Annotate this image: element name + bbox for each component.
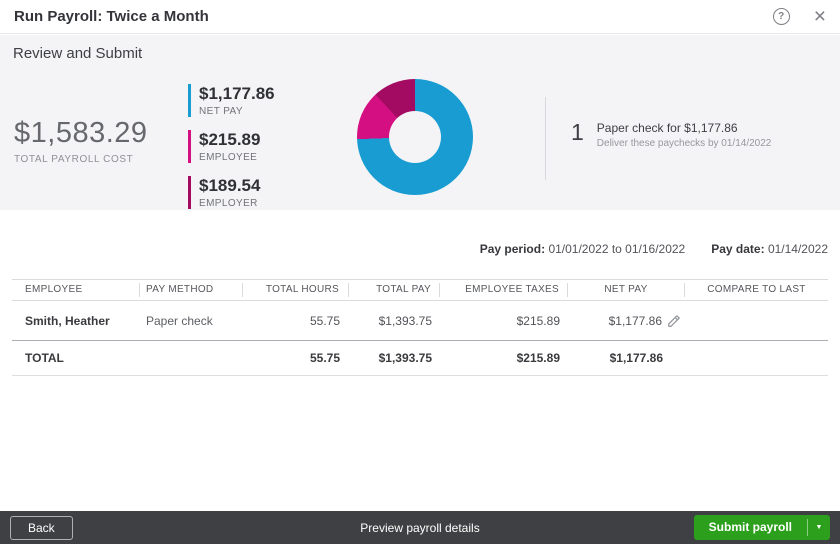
paycheck-summary-text: Paper check for $1,177.86 Deliver these … — [597, 119, 772, 149]
total-pay-value: $1,393.75 — [378, 313, 432, 328]
total-hours-value: 55.75 — [309, 313, 340, 328]
submit-dropdown-arrow-icon[interactable]: ▼ — [815, 524, 823, 531]
net-pay-amount: $1,177.86 — [199, 84, 275, 103]
legend-color-bar: $189.54 EMPLOYER — [188, 176, 275, 209]
employee-taxes-sum: $215.89 — [516, 351, 560, 365]
submit-payroll-button-group: Submit payroll ▼ — [693, 515, 830, 540]
total-hours-sum: 55.75 — [309, 351, 340, 365]
column-header-pay-method: PAY METHOD — [140, 283, 243, 297]
section-heading: Review and Submit — [13, 45, 143, 62]
close-icon[interactable]: × — [813, 5, 826, 28]
column-header-employee-taxes: EMPLOYEE TAXES — [440, 283, 568, 297]
pay-date-value: 01/14/2022 — [767, 242, 828, 256]
donut-hole — [389, 111, 441, 163]
preview-payroll-details-link[interactable]: Preview payroll details — [360, 520, 480, 535]
paycheck-count: 1 — [571, 119, 584, 145]
employer-taxes-amount: $189.54 — [199, 176, 261, 195]
net-pay-value: $1,177.86 — [608, 313, 662, 328]
help-icon[interactable]: ? — [772, 8, 790, 25]
header-actions: ? × — [772, 5, 826, 28]
total-payroll-cost: $1,583.29 TOTAL PAYROLL COST — [14, 117, 148, 165]
total-payroll-cost-amount: $1,583.29 — [14, 117, 148, 149]
review-and-submit-section: Review and Submit $1,583.29 TOTAL PAYROL… — [0, 35, 840, 210]
column-header-total-pay: TOTAL PAY — [349, 283, 440, 297]
legend-color-bar: $1,177.86 NET PAY — [188, 84, 275, 117]
paycheck-summary: 1 Paper check for $1,177.86 Deliver thes… — [571, 119, 771, 149]
payroll-table: EMPLOYEE PAY METHOD TOTAL HOURS TOTAL PA… — [12, 279, 828, 376]
payroll-legend: $1,177.86 NET PAY $215.89 EMPLOYEE $189.… — [188, 84, 275, 222]
payroll-donut-chart — [357, 79, 473, 195]
employee-taxes-label: EMPLOYEE — [199, 152, 258, 163]
net-pay-sum: $1,177.86 — [609, 351, 663, 365]
legend-color-bar: $215.89 EMPLOYEE — [188, 130, 275, 163]
submit-button-divider — [807, 519, 808, 536]
pay-period: Pay period: 01/01/2022 to 01/16/2022 — [480, 242, 686, 256]
submit-payroll-button[interactable]: Submit payroll — [708, 520, 792, 534]
column-header-total-hours: TOTAL HOURS — [243, 283, 349, 297]
pay-period-value: 01/01/2022 to 01/16/2022 — [548, 242, 686, 256]
table-row: Smith, Heather Paper check 55.75 $1,393.… — [12, 301, 828, 341]
paycheck-summary-subtitle: Deliver these paychecks by 01/14/2022 — [596, 138, 772, 149]
pay-date: Pay date: 01/14/2022 — [711, 242, 828, 256]
column-header-employee: EMPLOYEE — [12, 283, 140, 297]
total-row-label: TOTAL — [25, 351, 64, 365]
employee-name: Smith, Heather — [25, 313, 110, 328]
footer-bar: Back Preview payroll details Submit payr… — [0, 511, 840, 544]
employee-taxes-value: $215.89 — [516, 313, 560, 328]
window-header: Run Payroll: Twice a Month ? × — [0, 0, 840, 34]
pay-period-label: Pay period: — [479, 242, 546, 256]
paycheck-summary-title: Paper check for $1,177.86 — [596, 121, 738, 135]
total-payroll-cost-label: TOTAL PAYROLL COST — [14, 154, 134, 165]
pay-info-line: Pay period: 01/01/2022 to 01/16/2022 Pay… — [480, 242, 828, 256]
page-title: Run Payroll: Twice a Month — [14, 8, 209, 25]
pay-method-value: Paper check — [146, 313, 213, 328]
pay-date-label: Pay date: — [711, 242, 765, 256]
employer-taxes-label: EMPLOYER — [199, 198, 258, 209]
net-pay-label: NET PAY — [199, 106, 243, 117]
total-pay-sum: $1,393.75 — [378, 351, 432, 365]
employee-taxes-amount: $215.89 — [199, 130, 261, 149]
vertical-divider — [545, 97, 546, 180]
table-total-row: TOTAL 55.75 $1,393.75 $215.89 $1,177.86 — [12, 341, 828, 376]
back-button[interactable]: Back — [10, 515, 73, 540]
edit-paycheck-icon[interactable] — [667, 314, 681, 328]
table-header-row: EMPLOYEE PAY METHOD TOTAL HOURS TOTAL PA… — [12, 279, 828, 301]
column-header-compare-to-last: COMPARE TO LAST — [707, 284, 806, 295]
column-header-net-pay: NET PAY — [568, 283, 685, 297]
net-pay-cell: $1,177.86 — [568, 314, 685, 328]
